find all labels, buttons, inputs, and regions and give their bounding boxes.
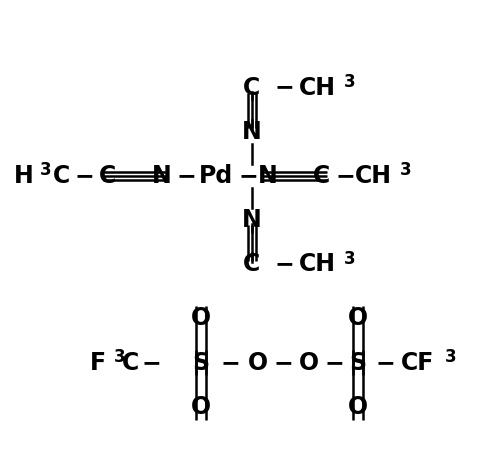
- Text: −: −: [274, 351, 293, 375]
- Text: 3: 3: [344, 249, 355, 268]
- Text: C: C: [243, 76, 261, 100]
- Text: N: N: [151, 164, 172, 188]
- Text: C: C: [121, 351, 139, 375]
- Text: −: −: [176, 164, 196, 188]
- Text: −: −: [75, 164, 95, 188]
- Text: S: S: [350, 351, 367, 375]
- Text: −: −: [336, 164, 355, 188]
- Text: CH: CH: [298, 252, 336, 277]
- Text: CH: CH: [298, 76, 336, 100]
- Text: C: C: [53, 164, 70, 188]
- Text: CH: CH: [355, 164, 391, 188]
- Text: C: C: [243, 252, 261, 277]
- Text: Pd: Pd: [199, 164, 233, 188]
- Text: 3: 3: [399, 161, 411, 179]
- Text: N: N: [242, 208, 262, 232]
- Text: 3: 3: [114, 348, 126, 366]
- Text: −: −: [275, 252, 294, 277]
- Text: H: H: [14, 164, 34, 188]
- Text: 3: 3: [344, 73, 355, 91]
- Text: −: −: [220, 351, 240, 375]
- Text: O: O: [348, 307, 368, 330]
- Text: O: O: [348, 395, 368, 419]
- Text: CF: CF: [400, 351, 434, 375]
- Text: −: −: [275, 76, 294, 100]
- Text: O: O: [191, 307, 211, 330]
- Text: −: −: [325, 351, 345, 375]
- Text: N: N: [258, 164, 278, 188]
- Text: C: C: [99, 164, 116, 188]
- Text: 3: 3: [40, 161, 51, 179]
- Text: −: −: [142, 351, 161, 375]
- Text: O: O: [299, 351, 319, 375]
- Text: S: S: [192, 351, 209, 375]
- Text: F: F: [90, 351, 106, 375]
- Text: N: N: [242, 120, 262, 144]
- Text: C: C: [313, 164, 330, 188]
- Text: O: O: [191, 395, 211, 419]
- Text: −: −: [238, 164, 258, 188]
- Text: −: −: [376, 351, 396, 375]
- Text: O: O: [248, 351, 268, 375]
- Text: 3: 3: [445, 348, 456, 366]
